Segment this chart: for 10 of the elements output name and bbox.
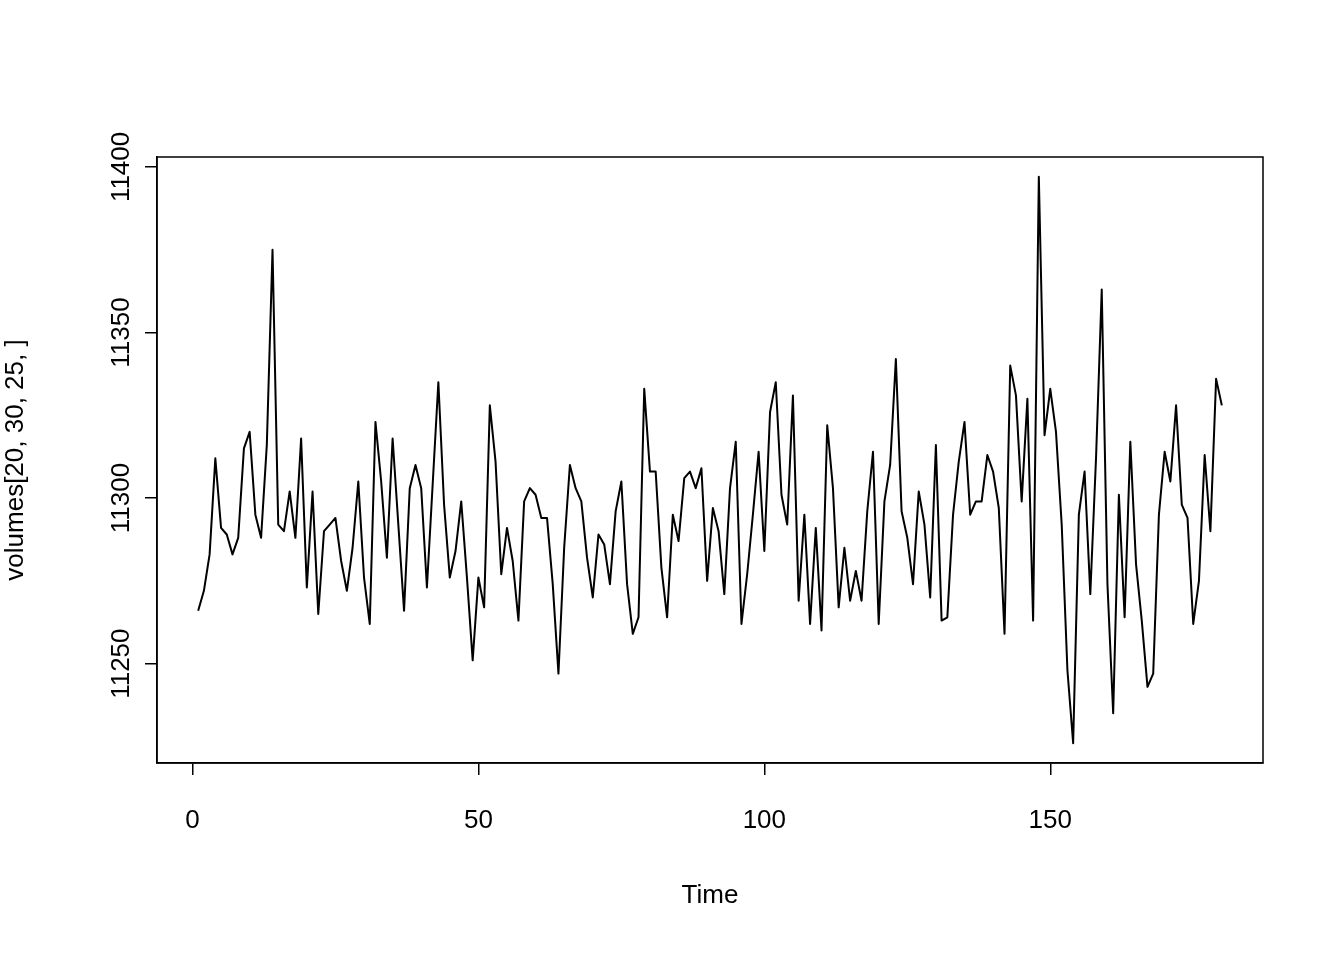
y-tick-label: 11350 (105, 297, 136, 368)
x-tick-label: 50 (463, 803, 493, 834)
y-tick-label: 11300 (105, 462, 136, 534)
y-axis-title: volumes[20, 30, 25, ] (0, 339, 29, 581)
y-tick-label: 11250 (105, 628, 136, 699)
y-tick-label: 11400 (105, 131, 136, 203)
x-axis-title: Time (681, 878, 739, 909)
x-tick-label: 100 (742, 803, 787, 834)
x-tick-label: 0 (185, 803, 200, 834)
x-tick-label: 150 (1028, 803, 1072, 834)
